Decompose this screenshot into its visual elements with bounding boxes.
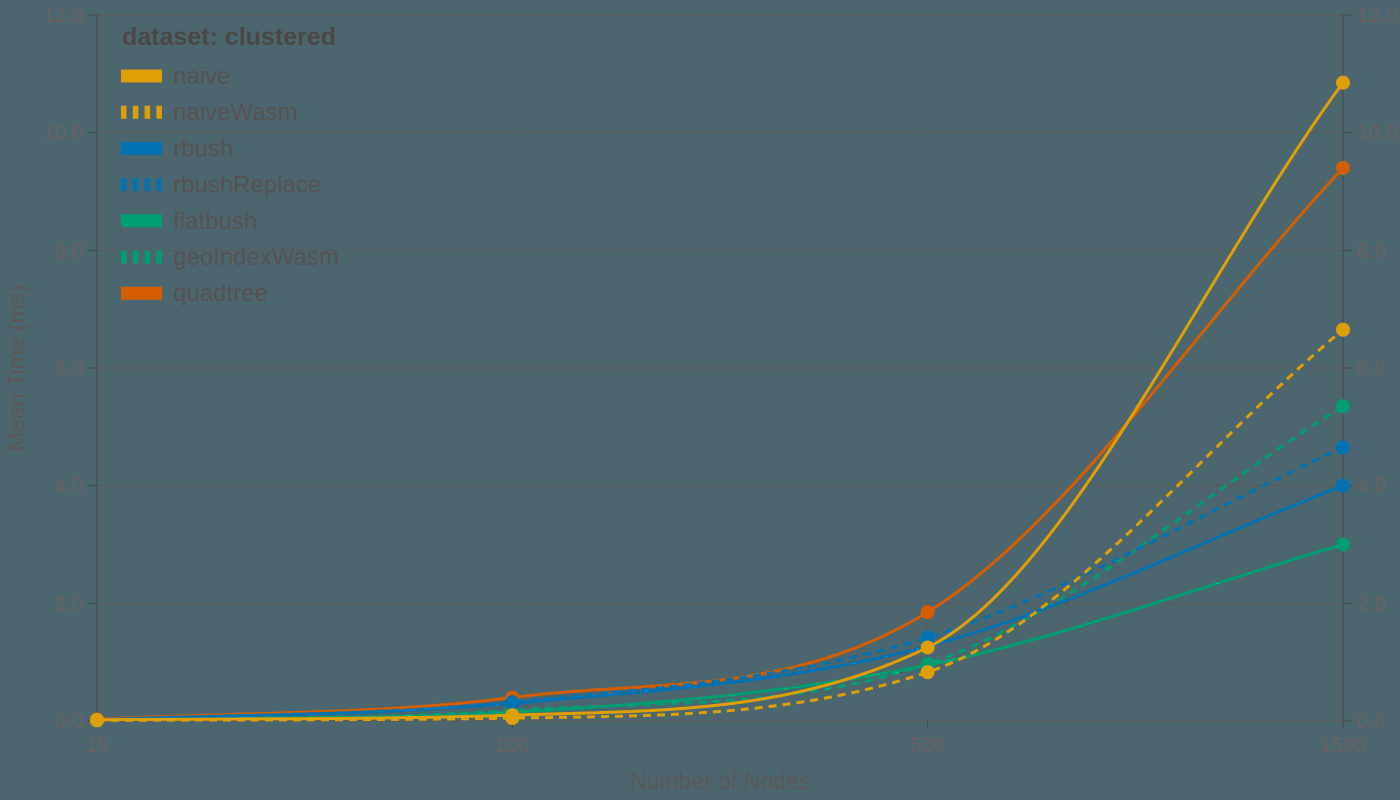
x-axis-title: Number of Nodes xyxy=(630,768,810,794)
x-tick-label: 500 xyxy=(910,734,945,757)
legend-title: dataset: clustered xyxy=(122,23,336,51)
y-tick-label-left: 2.0 xyxy=(55,592,84,615)
marker-geoIndexWasm-1500 xyxy=(1336,399,1350,414)
y-tick-label-right: 0.0 xyxy=(1357,710,1386,733)
legend-label: geoIndexWasm xyxy=(173,244,339,271)
marker-naive-1500 xyxy=(1336,75,1350,90)
marker-rbushReplace-1500 xyxy=(1336,440,1350,455)
y-tick-label-right: 12.0 xyxy=(1357,4,1398,27)
y-tick-label-left: 0.0 xyxy=(55,710,84,733)
legend-label: naive xyxy=(173,63,230,90)
marker-naive-500 xyxy=(920,640,935,655)
legend-item-flatbush: flatbush xyxy=(121,208,257,235)
legend-label: rbushReplace xyxy=(173,172,321,199)
legend-label: naiveWasm xyxy=(173,99,297,126)
marker-naive-100 xyxy=(505,708,520,723)
series-line-flatbush xyxy=(96,543,1344,722)
y-tick-label-left: 6.0 xyxy=(55,357,84,380)
series-line-naive xyxy=(96,81,1345,722)
x-tick-label: 15 xyxy=(85,734,108,757)
legend-label: quadtree xyxy=(173,280,268,307)
y-tick-label-right: 4.0 xyxy=(1357,475,1386,498)
marker-rbush-100 xyxy=(505,696,520,711)
x-tick-label: 1500 xyxy=(1320,734,1367,757)
y-axis-title: Mean Time (ms) xyxy=(3,285,29,451)
marker-rbush-1500 xyxy=(1336,478,1350,493)
x-tick-label: 100 xyxy=(495,734,530,757)
legend-item-rbushReplace: rbushReplace xyxy=(121,172,321,199)
y-tick-label-right: 2.0 xyxy=(1357,592,1386,615)
y-tick-label-right: 8.0 xyxy=(1357,239,1386,262)
marker-naiveWasm-500 xyxy=(920,665,935,680)
y-tick-label-left: 10.0 xyxy=(43,122,84,145)
marker-quadtree-1500 xyxy=(1336,160,1350,175)
legend: dataset: clustered naive naiveWasm rbush rbu… xyxy=(121,23,339,307)
y-tick-label-left: 12.0 xyxy=(43,4,84,27)
y-tick-label-left: 8.0 xyxy=(55,239,84,262)
legend-item-naiveWasm: naiveWasm xyxy=(121,99,297,126)
legend-label: rbush xyxy=(173,135,233,162)
marker-quadtree-500 xyxy=(920,605,935,620)
legend-item-rbush: rbush xyxy=(121,135,233,162)
y-tick-label-right: 10.0 xyxy=(1357,122,1398,145)
marker-naiveWasm-1500 xyxy=(1336,322,1350,337)
legend-label: flatbush xyxy=(173,208,257,235)
legend-item-geoIndexWasm: geoIndexWasm xyxy=(121,244,339,271)
marker-naive-15 xyxy=(90,712,104,727)
marker-flatbush-1500 xyxy=(1336,537,1350,552)
legend-item-naive: naive xyxy=(121,63,230,90)
y-tick-label-left: 4.0 xyxy=(55,475,84,498)
legend-item-quadtree: quadtree xyxy=(121,280,268,307)
series-line-rbush xyxy=(96,484,1344,722)
y-tick-label-right: 6.0 xyxy=(1357,357,1386,380)
